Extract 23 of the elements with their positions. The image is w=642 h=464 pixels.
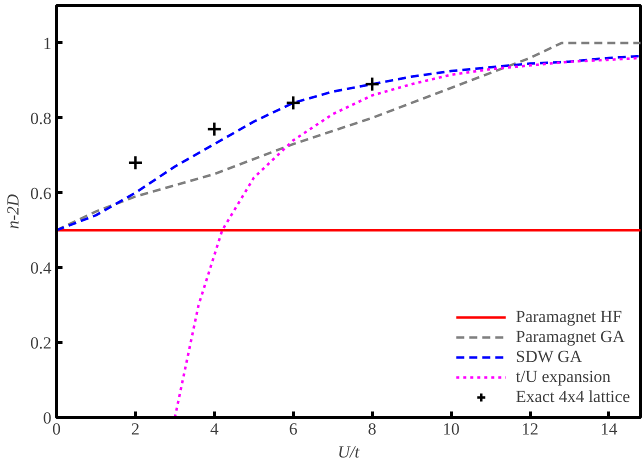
x-tick-label: 10 (442, 420, 460, 438)
x-tick-label: 12 (522, 420, 539, 438)
point (206, 121, 222, 137)
x-tick-label: 6 (289, 420, 298, 438)
x-axis-title: U/t (338, 442, 361, 462)
legend-label: Paramagnet HF (516, 307, 622, 327)
x-tick-label: 2 (131, 420, 140, 438)
legend-label: Exact 4x4 lattice (516, 387, 630, 407)
legend-label: t/U expansion (516, 367, 611, 387)
x-tick-label: 4 (210, 420, 220, 438)
point (364, 76, 380, 92)
legend-label: SDW GA (516, 347, 582, 367)
point (286, 95, 302, 111)
x-tick-label: 14 (600, 420, 618, 438)
x-tick-label: 8 (368, 420, 376, 438)
legend-label: Paramagnet GA (516, 327, 625, 347)
y-axis-title: n-2D (3, 193, 22, 229)
point (128, 155, 144, 171)
y-tick-label: 0.6 (30, 184, 52, 203)
y-tick-label: 0.2 (30, 334, 52, 353)
y-tick-label: 1 (43, 34, 52, 53)
y-tick-label: 0.8 (30, 108, 52, 128)
y-tick-label: 0.4 (30, 258, 52, 278)
